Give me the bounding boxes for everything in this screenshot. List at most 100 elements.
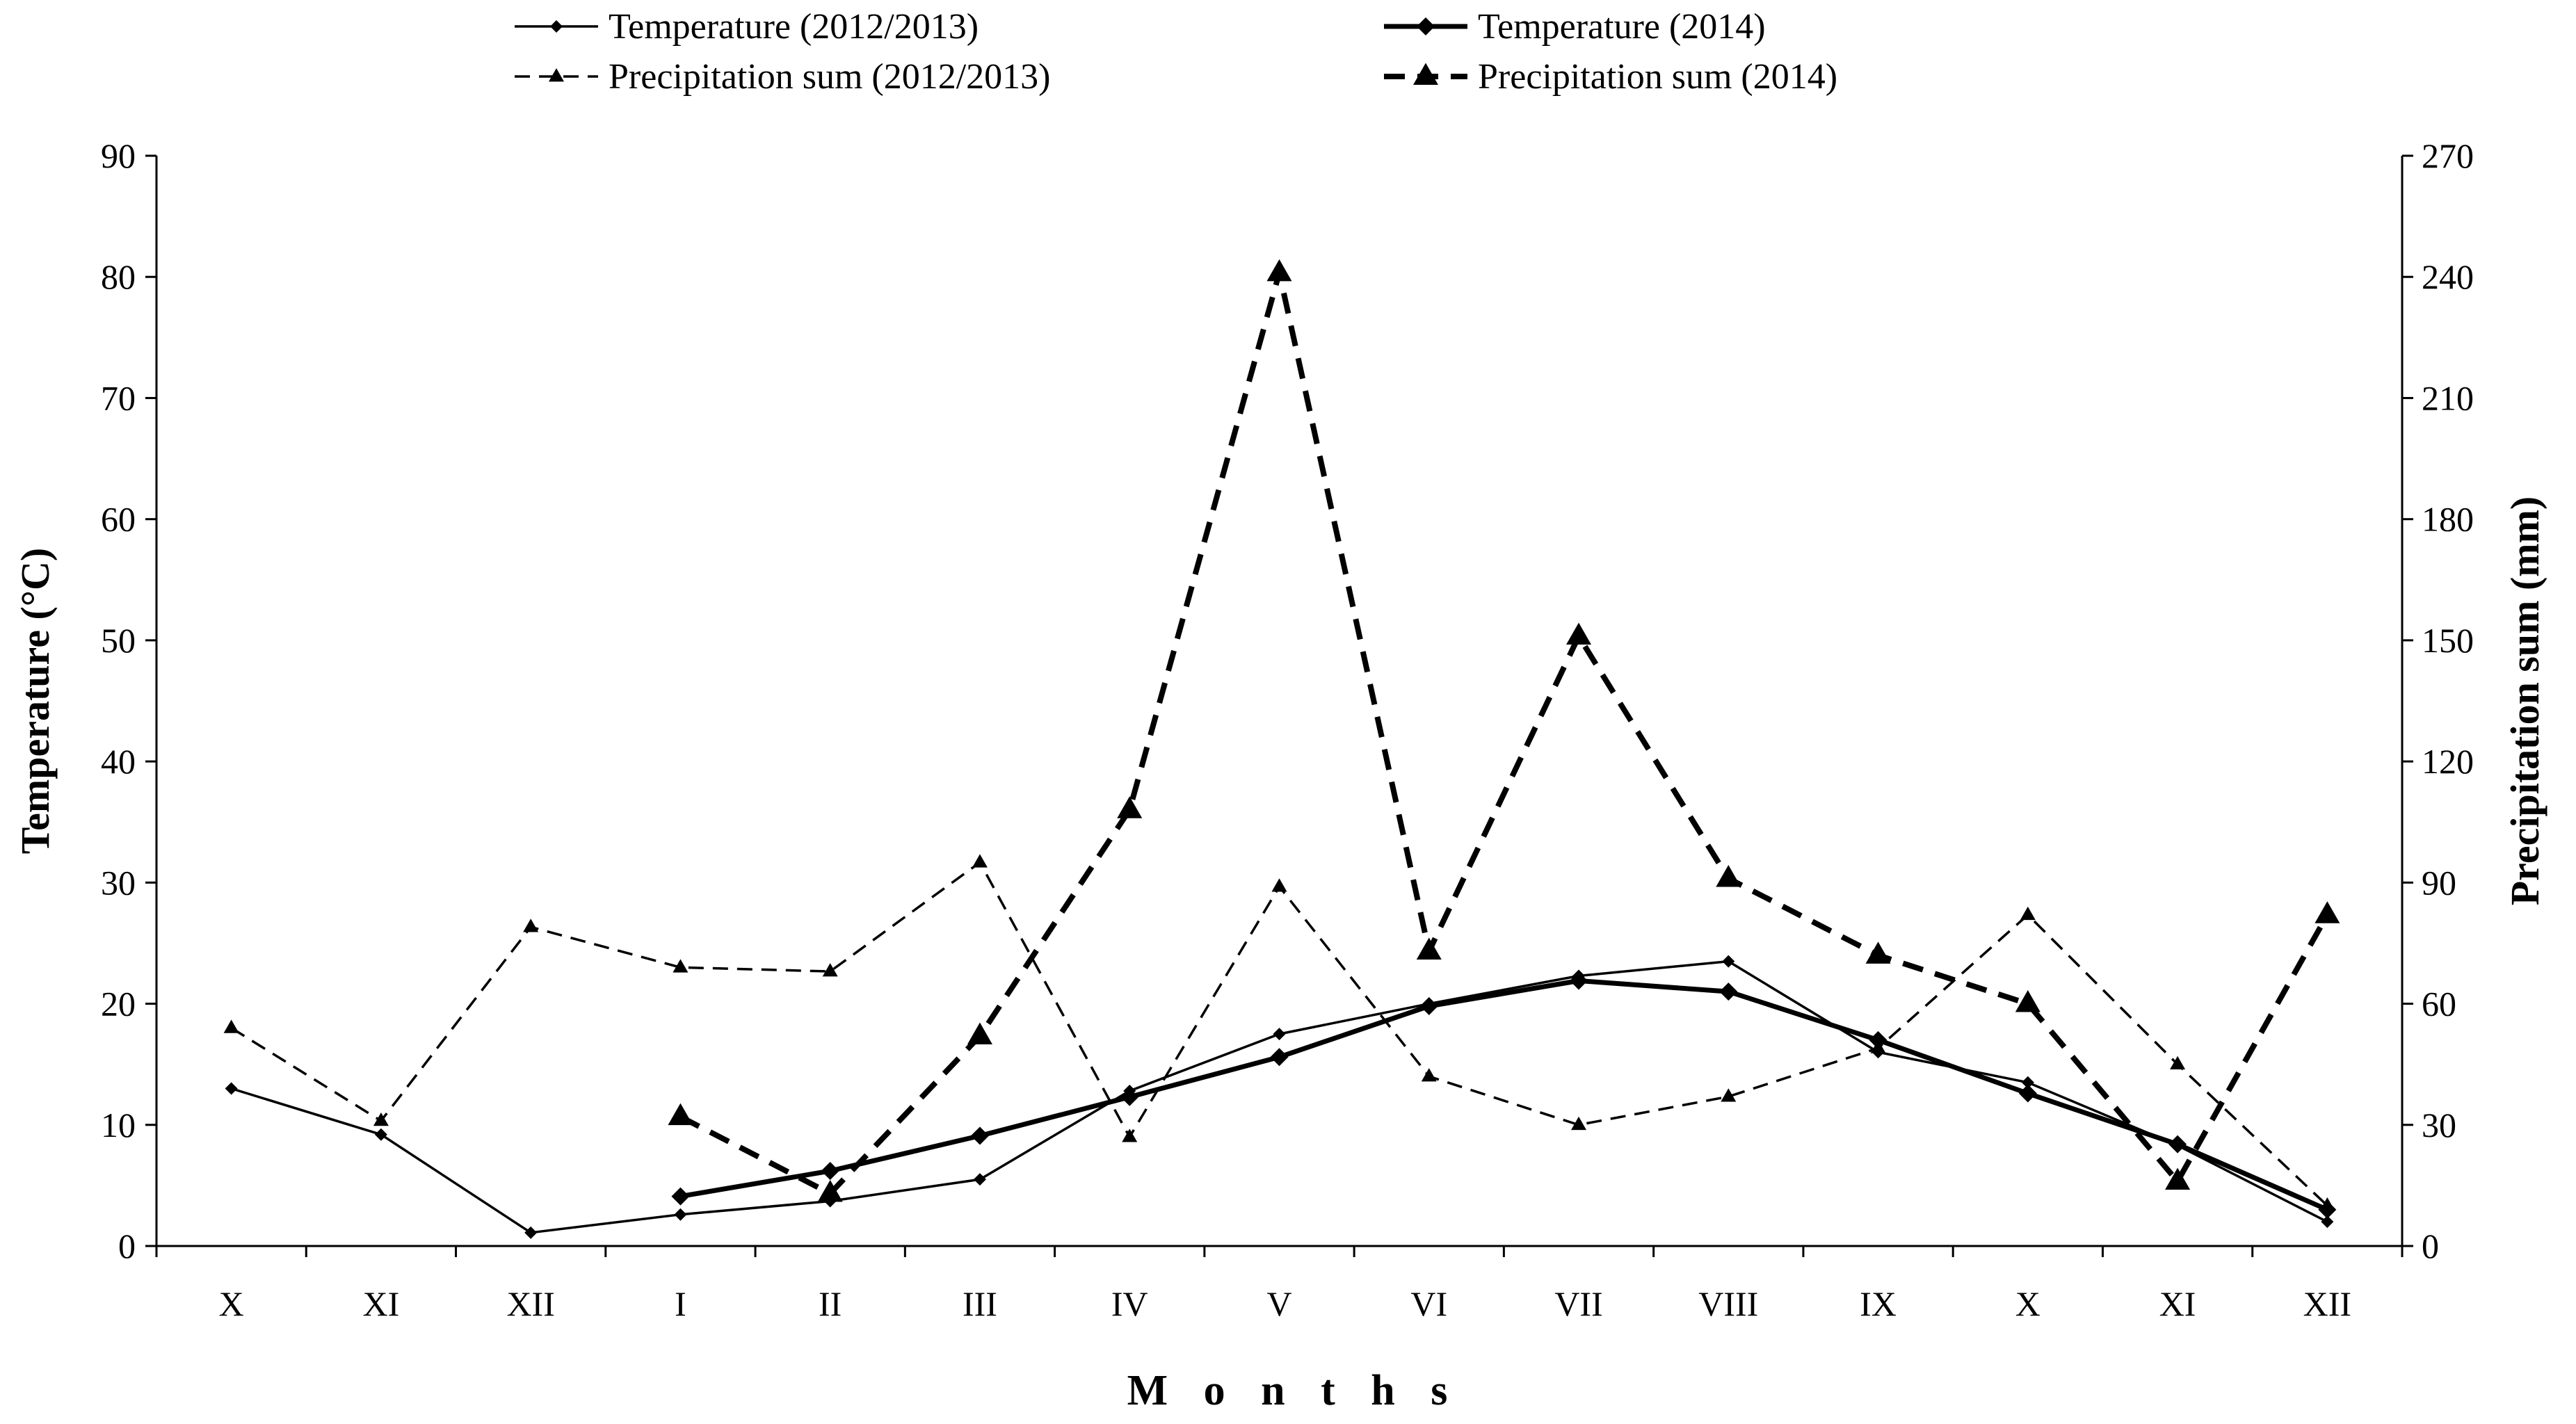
legend: Temperature (2012/2013) Temperature (2014… [515,7,1837,97]
legend-label: Precipitation sum (2012/2013) [609,57,1050,97]
y-axis-right-title: Precipitation sum (mm) [2502,496,2547,906]
legend-label: Temperature (2012/2013) [609,7,979,47]
data-point [1122,1128,1138,1142]
axes [155,156,2404,1247]
data-point [1270,1048,1289,1067]
data-point [1566,622,1592,645]
data-point [1271,878,1287,892]
data-point [821,1161,839,1180]
x-category-label: I [675,1284,686,1323]
data-point [822,963,838,977]
data-point [2015,990,2040,1012]
data-point [524,1226,538,1239]
left-ticks: 0 10 20 30 40 50 60 70 80 90 [101,136,156,1265]
series-3 [223,854,2335,1211]
right-tick-label: 60 [2422,985,2456,1024]
legend-item: Precipitation sum (2014) [1384,57,1837,97]
data-point [1266,259,1292,282]
data-point [1716,864,1741,887]
data-point [673,959,689,973]
data-point [1722,955,1735,968]
right-tick-label: 150 [2422,621,2474,660]
data-point [225,1082,238,1095]
right-tick-label: 270 [2422,136,2474,175]
right-tick-label: 0 [2422,1227,2439,1265]
left-tick-label: 60 [101,500,136,539]
left-tick-label: 80 [101,257,136,296]
x-category-label: X [219,1284,244,1323]
left-tick-label: 10 [101,1106,136,1144]
x-category-label: XI [2159,1284,2196,1323]
x-category-label: XII [2303,1284,2351,1323]
data-point [2315,901,2340,923]
left-tick-label: 50 [101,621,136,660]
data-point [671,1187,690,1206]
left-tick-label: 70 [101,378,136,417]
legend-item: Temperature (2012/2013) [515,7,979,47]
series-4 [668,259,2340,1202]
data-point [1120,1087,1139,1106]
x-category-label: XII [506,1284,554,1323]
right-tick-label: 30 [2422,1106,2456,1144]
data-point [2018,1084,2037,1103]
x-category-label: VII [1554,1284,1602,1323]
left-tick-label: 90 [101,136,136,175]
series-line [231,960,2328,1234]
data-point [1416,937,1442,960]
data-point [2021,1076,2034,1089]
data-point [970,1126,989,1145]
x-category-label: II [819,1284,842,1323]
legend-marker [550,20,563,33]
right-tick-label: 210 [2422,378,2474,417]
legend-item: Precipitation sum (2012/2013) [515,57,1050,97]
right-tick-label: 180 [2422,500,2474,539]
data-point [2170,1055,2186,1069]
right-tick-label: 240 [2422,257,2474,296]
x-axis-title: M o n t h s [1127,1367,1460,1414]
x-category-label: VIII [1698,1284,1758,1323]
x-category-label: IX [1860,1284,1897,1323]
data-point [2321,1215,2334,1229]
data-point [523,919,539,932]
data-point [972,854,988,868]
data-point [2020,906,2036,921]
legend-item: Temperature (2014) [1384,7,1766,47]
data-point [973,1173,986,1186]
data-point [674,1208,687,1221]
legend-marker [1413,63,1438,85]
y-axis-left-title: Temperature (°C) [13,548,58,854]
left-tick-label: 0 [118,1227,136,1265]
left-tick-label: 30 [101,863,136,902]
data-point [2165,1167,2191,1190]
series-layer [223,259,2340,1239]
right-ticks: 0 30 60 90 120 150 180 210 240 270 [2402,136,2474,1265]
data-point [2168,1135,2187,1154]
x-category-label: IV [1111,1284,1148,1323]
series-line [679,270,2330,1197]
x-category-label: XI [363,1284,400,1323]
data-point [373,1112,389,1126]
x-category-label: VI [1410,1284,1447,1323]
data-point [1273,1028,1286,1041]
right-tick-label: 120 [2422,742,2474,781]
data-point [1571,1116,1587,1131]
data-point [2319,1197,2335,1211]
data-point [1419,997,1438,1016]
data-point [1865,941,1891,964]
data-point [223,1019,239,1033]
x-ticks: X XI XII I II III IV V VI VII VIII IX X XI XII [155,1246,2404,1323]
data-point [817,1179,843,1202]
left-tick-label: 40 [101,742,136,781]
right-tick-label: 90 [2422,863,2456,902]
legend-marker [1417,17,1435,35]
x-category-label: X [2015,1284,2040,1323]
legend-label: Precipitation sum (2014) [1478,57,1837,97]
data-point [1719,982,1738,1001]
x-category-label: V [1266,1284,1291,1323]
data-point [1117,796,1143,818]
data-point [1870,1039,1886,1053]
legend-marker [549,68,564,82]
left-tick-label: 20 [101,985,136,1024]
data-point [668,1103,693,1126]
